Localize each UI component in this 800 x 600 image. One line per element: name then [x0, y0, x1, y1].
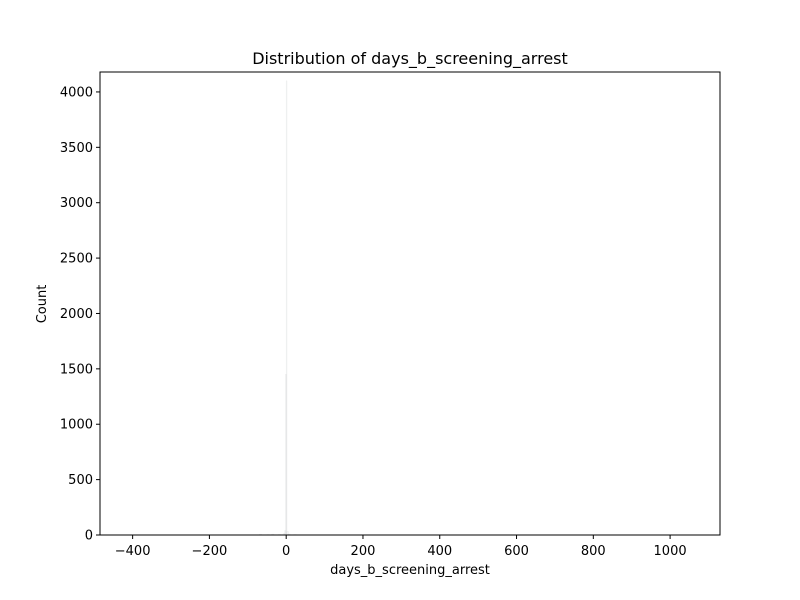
y-tick-label: 2000: [60, 307, 93, 322]
y-axis: 0 500 1000 1500 2000 2500 3000 3500 4000: [60, 85, 100, 544]
y-tick-label: 500: [68, 473, 93, 488]
y-tick-label: 4000: [60, 85, 93, 100]
x-tick-label: 200: [351, 544, 376, 559]
x-axis: −400 −200 0 200 400 600 800 1000: [115, 535, 687, 559]
plot-area: [100, 72, 720, 535]
x-tick-label: 1000: [654, 544, 687, 559]
x-tick-label: −200: [192, 544, 228, 559]
y-tick-label: 0: [85, 529, 93, 544]
chart-title: Distribution of days_b_screening_arrest: [252, 49, 568, 69]
x-tick-label: 800: [581, 544, 606, 559]
x-axis-label: days_b_screening_arrest: [330, 563, 490, 578]
y-tick-label: 1500: [60, 362, 93, 377]
y-tick-label: 1000: [60, 418, 93, 433]
y-tick-label: 3500: [60, 141, 93, 156]
x-tick-label: 400: [427, 544, 452, 559]
y-tick-label: 2500: [60, 252, 93, 267]
x-tick-label: −400: [115, 544, 151, 559]
plot-frame: [99, 71, 721, 536]
histogram-bar: [285, 80, 288, 536]
y-tick-label: 3000: [60, 196, 93, 211]
y-axis-label: Count: [35, 285, 50, 324]
x-tick-label: 600: [504, 544, 529, 559]
x-tick-label: 0: [282, 544, 290, 559]
